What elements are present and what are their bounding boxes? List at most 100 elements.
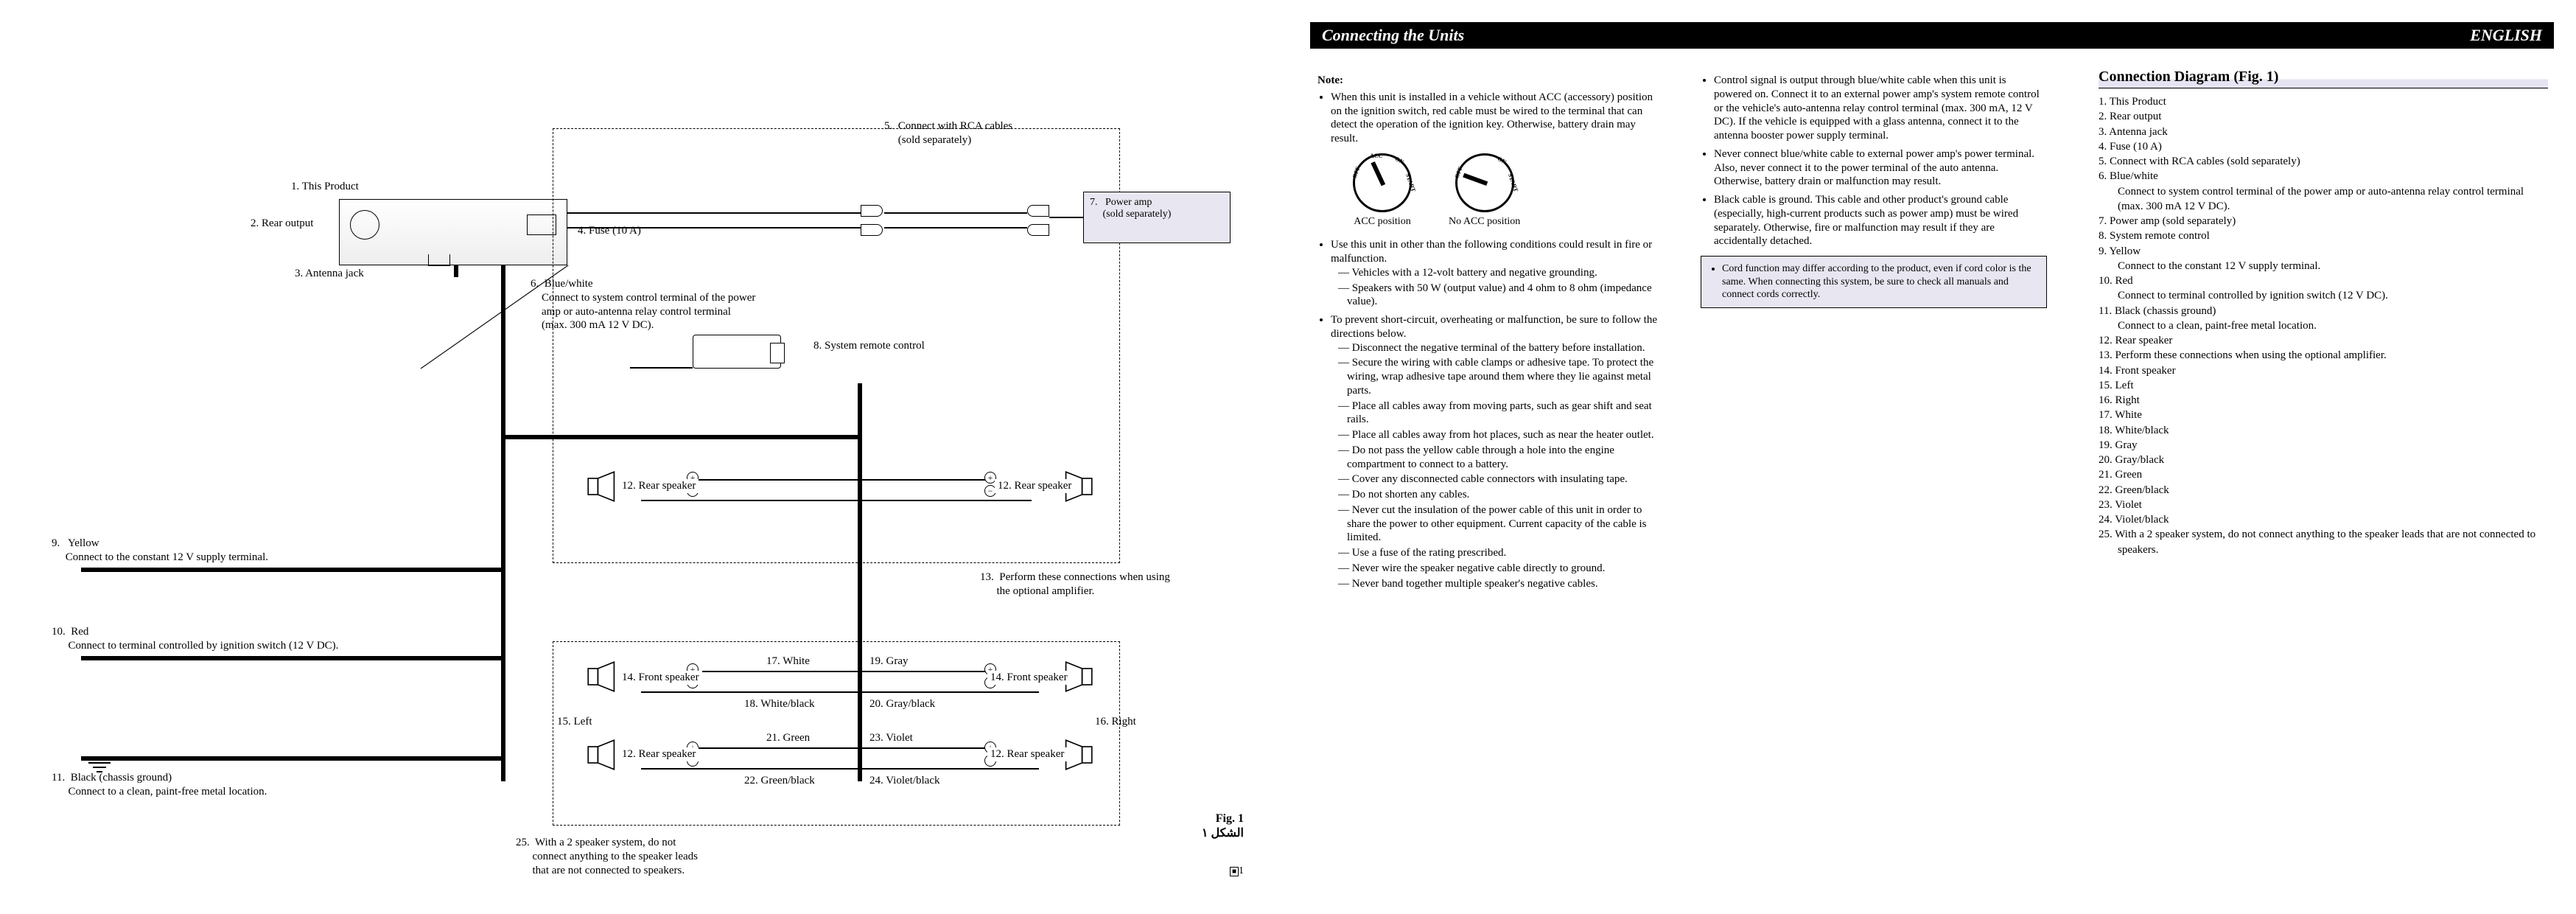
fig-number-ar: الشكل ١: [1202, 826, 1244, 840]
note-sub-item: Place all cables away from moving parts,…: [1338, 400, 1664, 428]
head-unit: [339, 199, 567, 265]
legend-sub: Connect to terminal controlled by igniti…: [2099, 288, 2548, 303]
lbl-16: 16. Right: [1095, 715, 1136, 729]
lbl-12d: 12. Rear speaker: [987, 747, 1067, 761]
legend-item: 24. Violet/black: [2099, 512, 2548, 527]
note-sub-item: Do not pass the yellow cable through a h…: [1338, 444, 1664, 472]
legend-item: 22. Green/black: [2099, 483, 2548, 498]
lbl-14b: 14. Front speaker: [987, 671, 1071, 685]
shade-text: Cord function may differ according to th…: [1722, 262, 2037, 301]
ground-symbol: [88, 761, 111, 781]
note-heading: Note:: [1317, 74, 1664, 88]
spk-front-l: [587, 660, 619, 693]
fig-number: Fig. 1: [1202, 812, 1244, 826]
note-sub-item: Secure the wiring with cable clamps or a…: [1338, 356, 1664, 397]
notes-col-2: Control signal is output through blue/wh…: [1701, 74, 2047, 308]
lbl-7: 7. Power amp (sold separately): [1090, 197, 1171, 220]
legend-item: 14. Front speaker: [2099, 363, 2548, 378]
legend-item: 18. White/black: [2099, 423, 2548, 438]
note-sub-item: Place all cables away from hot places, s…: [1338, 428, 1664, 442]
lbl-5: 5. Connect with RCA cables (sold separat…: [884, 119, 1012, 147]
right-page: Connecting the Units ENGLISH Note: When …: [1288, 0, 2576, 914]
legend-item: 5. Connect with RCA cables (sold separat…: [2099, 154, 2548, 169]
wiring-diagram: 1. This Product 2. Rear output 3. Antenn…: [29, 66, 1267, 840]
note-item: Never connect blue/white cable to extern…: [1714, 147, 2047, 189]
legend-item: 15. Left: [2099, 378, 2548, 393]
note-item: When this unit is installed in a vehicle…: [1331, 91, 1664, 146]
legend-item: 6. Blue/white: [2099, 169, 2548, 184]
legend-item: 21. Green: [2099, 467, 2548, 482]
note-sub-item: Speakers with 50 W (output value) and 4 …: [1338, 282, 1664, 310]
legend-sub: Connect to a clean, paint-free metal loc…: [2099, 318, 2548, 333]
note-sub-item: Do not shorten any cables.: [1338, 488, 1664, 502]
legend-item: 16. Right: [2099, 393, 2548, 408]
rca-left: [861, 202, 883, 239]
lbl-14a: 14. Front speaker: [619, 671, 702, 685]
lbl-8: 8. System remote control: [813, 339, 925, 353]
legend-item: 2. Rear output: [2099, 109, 2548, 124]
note-sub-item: Never band together multiple speaker's n…: [1338, 577, 1664, 591]
legend-sub: Connect to system control terminal of th…: [2099, 184, 2548, 214]
figure-caption: Fig. 1 الشكل ١: [1202, 812, 1244, 840]
power-amp-box: 7. Power amp (sold separately): [1083, 192, 1231, 243]
note-sub-item: Disconnect the negative terminal of the …: [1338, 341, 1664, 355]
lbl-23: 23. Violet: [869, 731, 913, 745]
note-item: To prevent short-circuit, overheating or…: [1331, 313, 1664, 590]
note-sub-item: Never cut the insulation of the power ca…: [1338, 503, 1664, 545]
header-left-title: Connecting the Units: [1322, 26, 1464, 45]
note-item: Control signal is output through blue/wh…: [1714, 74, 2047, 143]
lbl-22: 22. Green/black: [744, 774, 815, 788]
lbl-17: 17. White: [766, 655, 810, 669]
rca-right: [1027, 202, 1049, 239]
legend-item: 20. Gray/black: [2099, 453, 2548, 467]
legend-item: 10. Red: [2099, 273, 2548, 288]
page-number: ■1: [1230, 865, 1244, 877]
lbl-13: 13. Perform these connections when using…: [980, 571, 1170, 599]
lbl-11: 11. Black (chassis ground) Connect to a …: [52, 771, 267, 799]
spk-rear-l-2: [587, 739, 619, 771]
legend-title: Connection Diagram (Fig. 1): [2099, 66, 2548, 88]
dashed-box-bottom: [553, 641, 1120, 826]
legend-item: 25. With a 2 speaker system, do not conn…: [2099, 527, 2548, 557]
cord-function-note: Cord function may differ according to th…: [1701, 256, 2047, 308]
lbl-1: 1. This Product: [291, 180, 359, 194]
left-page: 1. This Product 2. Rear output 3. Antenn…: [0, 0, 1288, 914]
lbl-6: 6. Blue/white Connect to system control …: [531, 277, 755, 332]
header-right-title: ENGLISH: [2470, 26, 2542, 45]
legend-sub: Connect to the constant 12 V supply term…: [2099, 259, 2548, 273]
note-sub-item: Cover any disconnected cable connectors …: [1338, 472, 1664, 486]
header-bar: Connecting the Units ENGLISH: [1310, 22, 2554, 49]
lbl-15: 15. Left: [557, 715, 592, 729]
legend-item: 19. Gray: [2099, 438, 2548, 453]
note-item: Black cable is ground. This cable and ot…: [1714, 193, 2047, 248]
lbl-19: 19. Gray: [869, 655, 909, 669]
legend-item: 7. Power amp (sold separately): [2099, 214, 2548, 228]
legend-item: 4. Fuse (10 A): [2099, 139, 2548, 154]
lbl-24: 24. Violet/black: [869, 774, 939, 788]
legend-column: Connection Diagram (Fig. 1) 1. This Prod…: [2099, 66, 2548, 557]
acc-dials: OFFACCONSTARTACC positionOFFONSTARTNo AC…: [1353, 153, 1664, 228]
note-sub-item: Vehicles with a 12-volt battery and nega…: [1338, 266, 1664, 280]
lbl-12b: 12. Rear speaker: [995, 479, 1074, 493]
lbl-12c: 12. Rear speaker: [619, 747, 699, 761]
lbl-9: 9. Yellow Connect to the constant 12 V s…: [52, 537, 268, 565]
lbl-20: 20. Gray/black: [869, 697, 935, 711]
note-item: Use this unit in other than the followin…: [1331, 238, 1664, 309]
legend-item: 1. This Product: [2099, 94, 2548, 109]
legend-item: 3. Antenna jack: [2099, 125, 2548, 139]
notes-col-1: Note: When this unit is installed in a v…: [1317, 74, 1664, 595]
lbl-10: 10. Red Connect to terminal controlled b…: [52, 625, 338, 653]
lbl-21: 21. Green: [766, 731, 810, 745]
legend-item: 23. Violet: [2099, 498, 2548, 512]
system-remote-plug: [693, 335, 781, 369]
lbl-12a: 12. Rear speaker: [619, 479, 699, 493]
legend-item: 17. White: [2099, 408, 2548, 422]
lbl-18: 18. White/black: [744, 697, 815, 711]
lbl-25: 25. With a 2 speaker system, do not conn…: [516, 836, 698, 877]
note-sub-item: Use a fuse of the rating prescribed.: [1338, 546, 1664, 560]
lbl-3: 3. Antenna jack: [295, 267, 364, 281]
legend-item: 11. Black (chassis ground): [2099, 304, 2548, 318]
spk-rear-l-1: [587, 470, 619, 503]
legend-item: 12. Rear speaker: [2099, 333, 2548, 348]
legend-item: 9. Yellow: [2099, 244, 2548, 259]
